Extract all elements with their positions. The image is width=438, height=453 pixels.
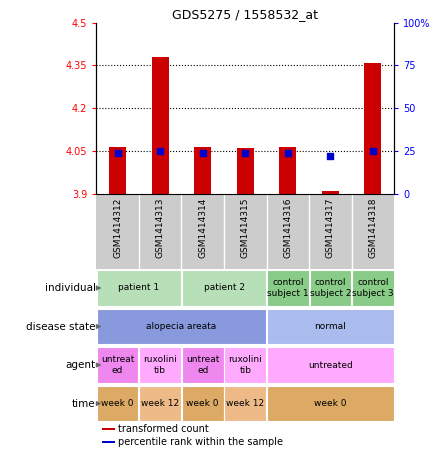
Text: GSM1414313: GSM1414313 <box>155 198 165 258</box>
Text: normal: normal <box>314 322 346 331</box>
Text: week 0: week 0 <box>101 399 134 408</box>
Bar <box>224 386 266 421</box>
Bar <box>139 347 181 383</box>
Text: GSM1414315: GSM1414315 <box>241 198 250 258</box>
Bar <box>182 270 266 306</box>
Text: control
subject 1: control subject 1 <box>267 278 309 298</box>
Bar <box>102 441 115 443</box>
Bar <box>182 347 223 383</box>
Bar <box>267 347 394 383</box>
Bar <box>109 147 126 194</box>
Title: GDS5275 / 1558532_at: GDS5275 / 1558532_at <box>172 9 318 21</box>
Point <box>242 149 249 156</box>
Text: transformed count: transformed count <box>117 424 208 434</box>
Text: ruxolini
tib: ruxolini tib <box>228 355 262 375</box>
Bar <box>139 386 181 421</box>
Bar <box>310 270 351 306</box>
Text: GSM1414314: GSM1414314 <box>198 198 207 258</box>
Text: GSM1414316: GSM1414316 <box>283 198 292 258</box>
Text: week 12: week 12 <box>226 399 265 408</box>
Text: untreated: untreated <box>308 361 353 370</box>
Bar <box>97 309 266 344</box>
Bar <box>322 191 339 194</box>
Text: week 0: week 0 <box>187 399 219 408</box>
Point <box>369 147 376 154</box>
Point <box>327 153 334 160</box>
Bar <box>364 63 381 194</box>
Text: week 12: week 12 <box>141 399 179 408</box>
Bar <box>352 270 394 306</box>
Point <box>284 149 291 156</box>
Bar <box>97 386 138 421</box>
Bar <box>97 347 138 383</box>
Text: alopecia areata: alopecia areata <box>146 322 216 331</box>
Bar <box>279 147 297 194</box>
Text: GSM1414317: GSM1414317 <box>326 198 335 258</box>
Bar <box>102 429 115 430</box>
Bar <box>194 147 211 194</box>
Bar <box>182 386 223 421</box>
Bar <box>267 309 394 344</box>
Text: week 0: week 0 <box>314 399 346 408</box>
Text: ruxolini
tib: ruxolini tib <box>143 355 177 375</box>
Text: GSM1414312: GSM1414312 <box>113 198 122 258</box>
Text: agent: agent <box>65 360 95 370</box>
Text: control
subject 2: control subject 2 <box>310 278 351 298</box>
Bar <box>267 386 394 421</box>
Point <box>199 149 206 156</box>
Point <box>114 149 121 156</box>
Text: untreat
ed: untreat ed <box>101 355 134 375</box>
Text: control
subject 3: control subject 3 <box>352 278 394 298</box>
Text: time: time <box>72 399 95 409</box>
Bar <box>97 270 181 306</box>
Point <box>157 147 164 154</box>
Text: patient 1: patient 1 <box>118 284 159 293</box>
Text: individual: individual <box>45 283 95 293</box>
Bar <box>237 148 254 194</box>
Text: GSM1414318: GSM1414318 <box>368 198 378 258</box>
Text: patient 2: patient 2 <box>204 284 244 293</box>
Text: percentile rank within the sample: percentile rank within the sample <box>117 437 283 447</box>
Bar <box>152 57 169 194</box>
Bar <box>267 270 309 306</box>
Text: disease state: disease state <box>26 322 95 332</box>
Bar <box>224 347 266 383</box>
Text: untreat
ed: untreat ed <box>186 355 219 375</box>
